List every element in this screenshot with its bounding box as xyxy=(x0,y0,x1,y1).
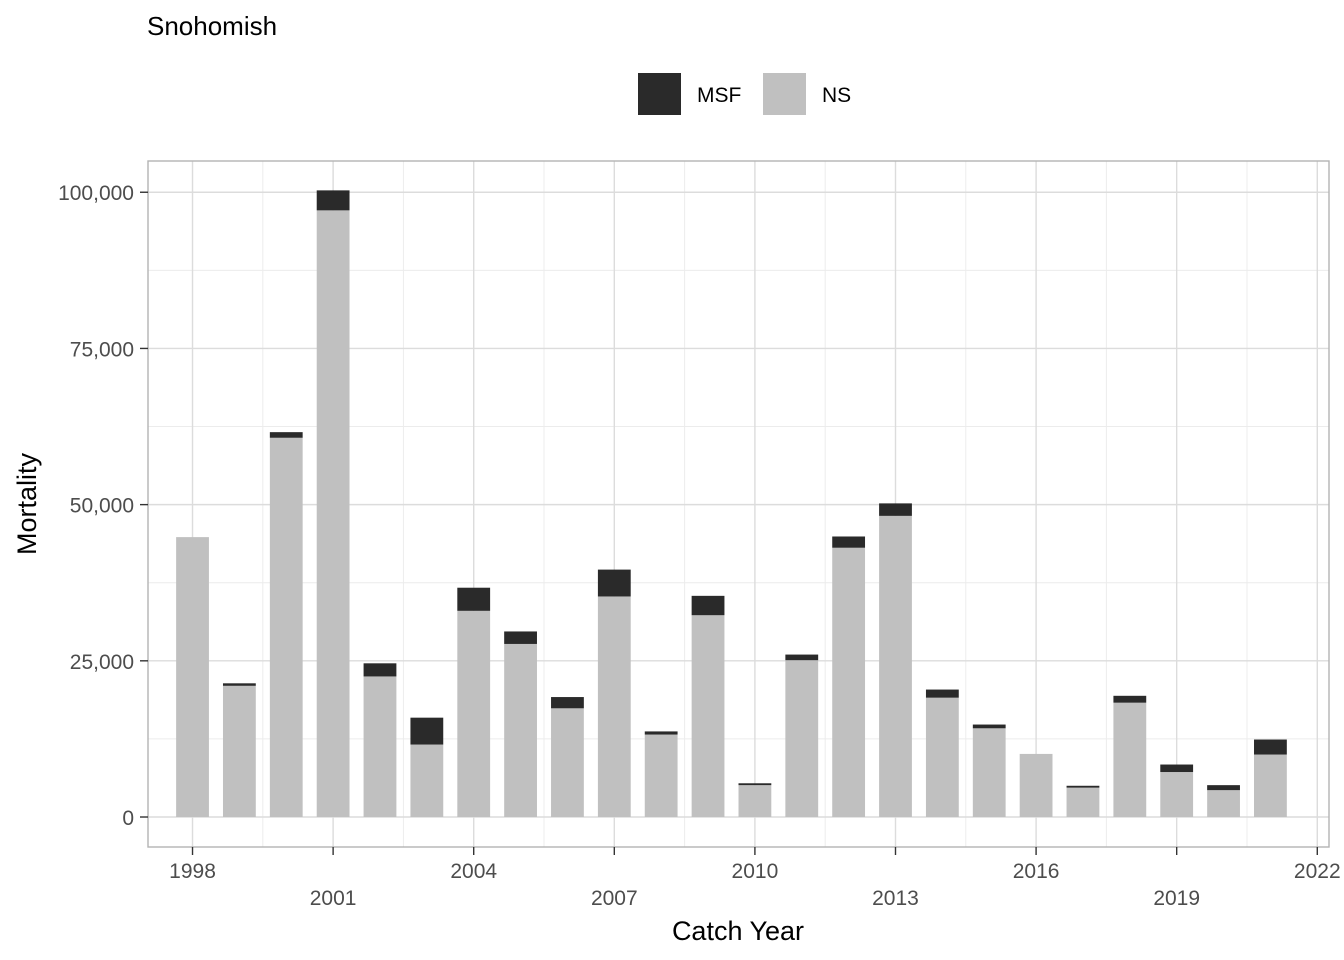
x-axis: 1998 2001 2004 2007 2010 2013 2016 2019 2022 xyxy=(169,847,1341,910)
bar-ns-2000 xyxy=(269,437,303,818)
bar-ns-2020 xyxy=(1207,790,1240,818)
bar-msf-2007 xyxy=(597,569,631,597)
bar-ns-2003 xyxy=(410,744,444,818)
chart-title: Snohomish xyxy=(147,11,277,41)
bar-ns-2005 xyxy=(504,643,537,818)
bar-msf-2014 xyxy=(925,689,959,698)
x-tick-label: 2004 xyxy=(450,860,497,883)
legend-key-msf xyxy=(638,73,681,115)
x-tick-label: 2022 xyxy=(1294,860,1341,883)
bar-ns-2008 xyxy=(644,734,678,818)
bars xyxy=(176,190,1287,818)
bar-msf-2019 xyxy=(1160,764,1194,773)
bar-ns-2016 xyxy=(1019,753,1053,818)
y-tick-label: 0 xyxy=(122,807,134,830)
y-tick-label: 25,000 xyxy=(70,651,134,674)
y-axis: 0 25,000 50,000 75,000 100,000 xyxy=(58,182,148,830)
x-tick-label: 2001 xyxy=(310,887,357,910)
y-axis-label: Mortality xyxy=(12,452,42,555)
bar-ns-2017 xyxy=(1066,787,1100,818)
bar-msf-2010 xyxy=(738,783,772,786)
x-tick-label: 2007 xyxy=(591,887,638,910)
bar-msf-2020 xyxy=(1207,785,1240,791)
bar-msf-2000 xyxy=(269,432,303,438)
bar-msf-1999 xyxy=(222,683,256,686)
bar-ns-2006 xyxy=(551,708,584,818)
bar-ns-2015 xyxy=(972,728,1006,818)
bar-ns-2019 xyxy=(1160,772,1194,818)
bar-msf-2003 xyxy=(410,717,444,745)
x-tick-label: 2019 xyxy=(1153,887,1200,910)
bar-ns-2004 xyxy=(457,610,491,818)
x-tick-label: 2016 xyxy=(1013,860,1060,883)
bar-msf-2011 xyxy=(785,654,819,661)
bar-ns-2013 xyxy=(879,515,912,818)
bar-msf-2009 xyxy=(691,595,725,616)
bar-ns-2002 xyxy=(363,676,397,818)
plot-panel xyxy=(147,160,1330,848)
x-tick-label: 1998 xyxy=(169,860,216,883)
bar-ns-2001 xyxy=(316,210,350,818)
bar-msf-2012 xyxy=(832,536,866,548)
legend-label-ns: NS xyxy=(822,84,851,107)
legend: MSF NS xyxy=(638,73,851,115)
bar-msf-2018 xyxy=(1113,695,1147,703)
bar-msf-2008 xyxy=(644,731,678,735)
bar-msf-2002 xyxy=(363,663,397,677)
bar-ns-1999 xyxy=(222,685,256,818)
bar-ns-2011 xyxy=(785,660,819,818)
bar-ns-2018 xyxy=(1113,702,1147,818)
bar-msf-2006 xyxy=(551,697,584,709)
x-tick-label: 2013 xyxy=(872,887,919,910)
legend-label-msf: MSF xyxy=(697,84,741,107)
bar-ns-1998 xyxy=(176,537,209,818)
legend-key-ns xyxy=(763,73,806,115)
bar-ns-2012 xyxy=(832,547,866,818)
bar-msf-2004 xyxy=(457,587,491,611)
bar-msf-2017 xyxy=(1066,785,1100,788)
bar-ns-2007 xyxy=(597,596,631,818)
bar-msf-2013 xyxy=(879,503,912,516)
bar-ns-2009 xyxy=(691,615,725,818)
bar-msf-2005 xyxy=(504,631,537,644)
y-tick-label: 75,000 xyxy=(70,338,134,361)
bar-msf-2015 xyxy=(972,724,1006,729)
y-tick-label: 50,000 xyxy=(70,495,134,518)
bar-ns-2010 xyxy=(738,785,772,818)
bar-ns-2021 xyxy=(1254,754,1287,818)
bar-msf-2001 xyxy=(316,190,350,211)
x-axis-label: Catch Year xyxy=(672,916,804,946)
bar-ns-2014 xyxy=(925,697,959,818)
bar-msf-2021 xyxy=(1254,739,1287,755)
y-tick-label: 100,000 xyxy=(58,182,134,205)
x-tick-label: 2010 xyxy=(732,860,779,883)
